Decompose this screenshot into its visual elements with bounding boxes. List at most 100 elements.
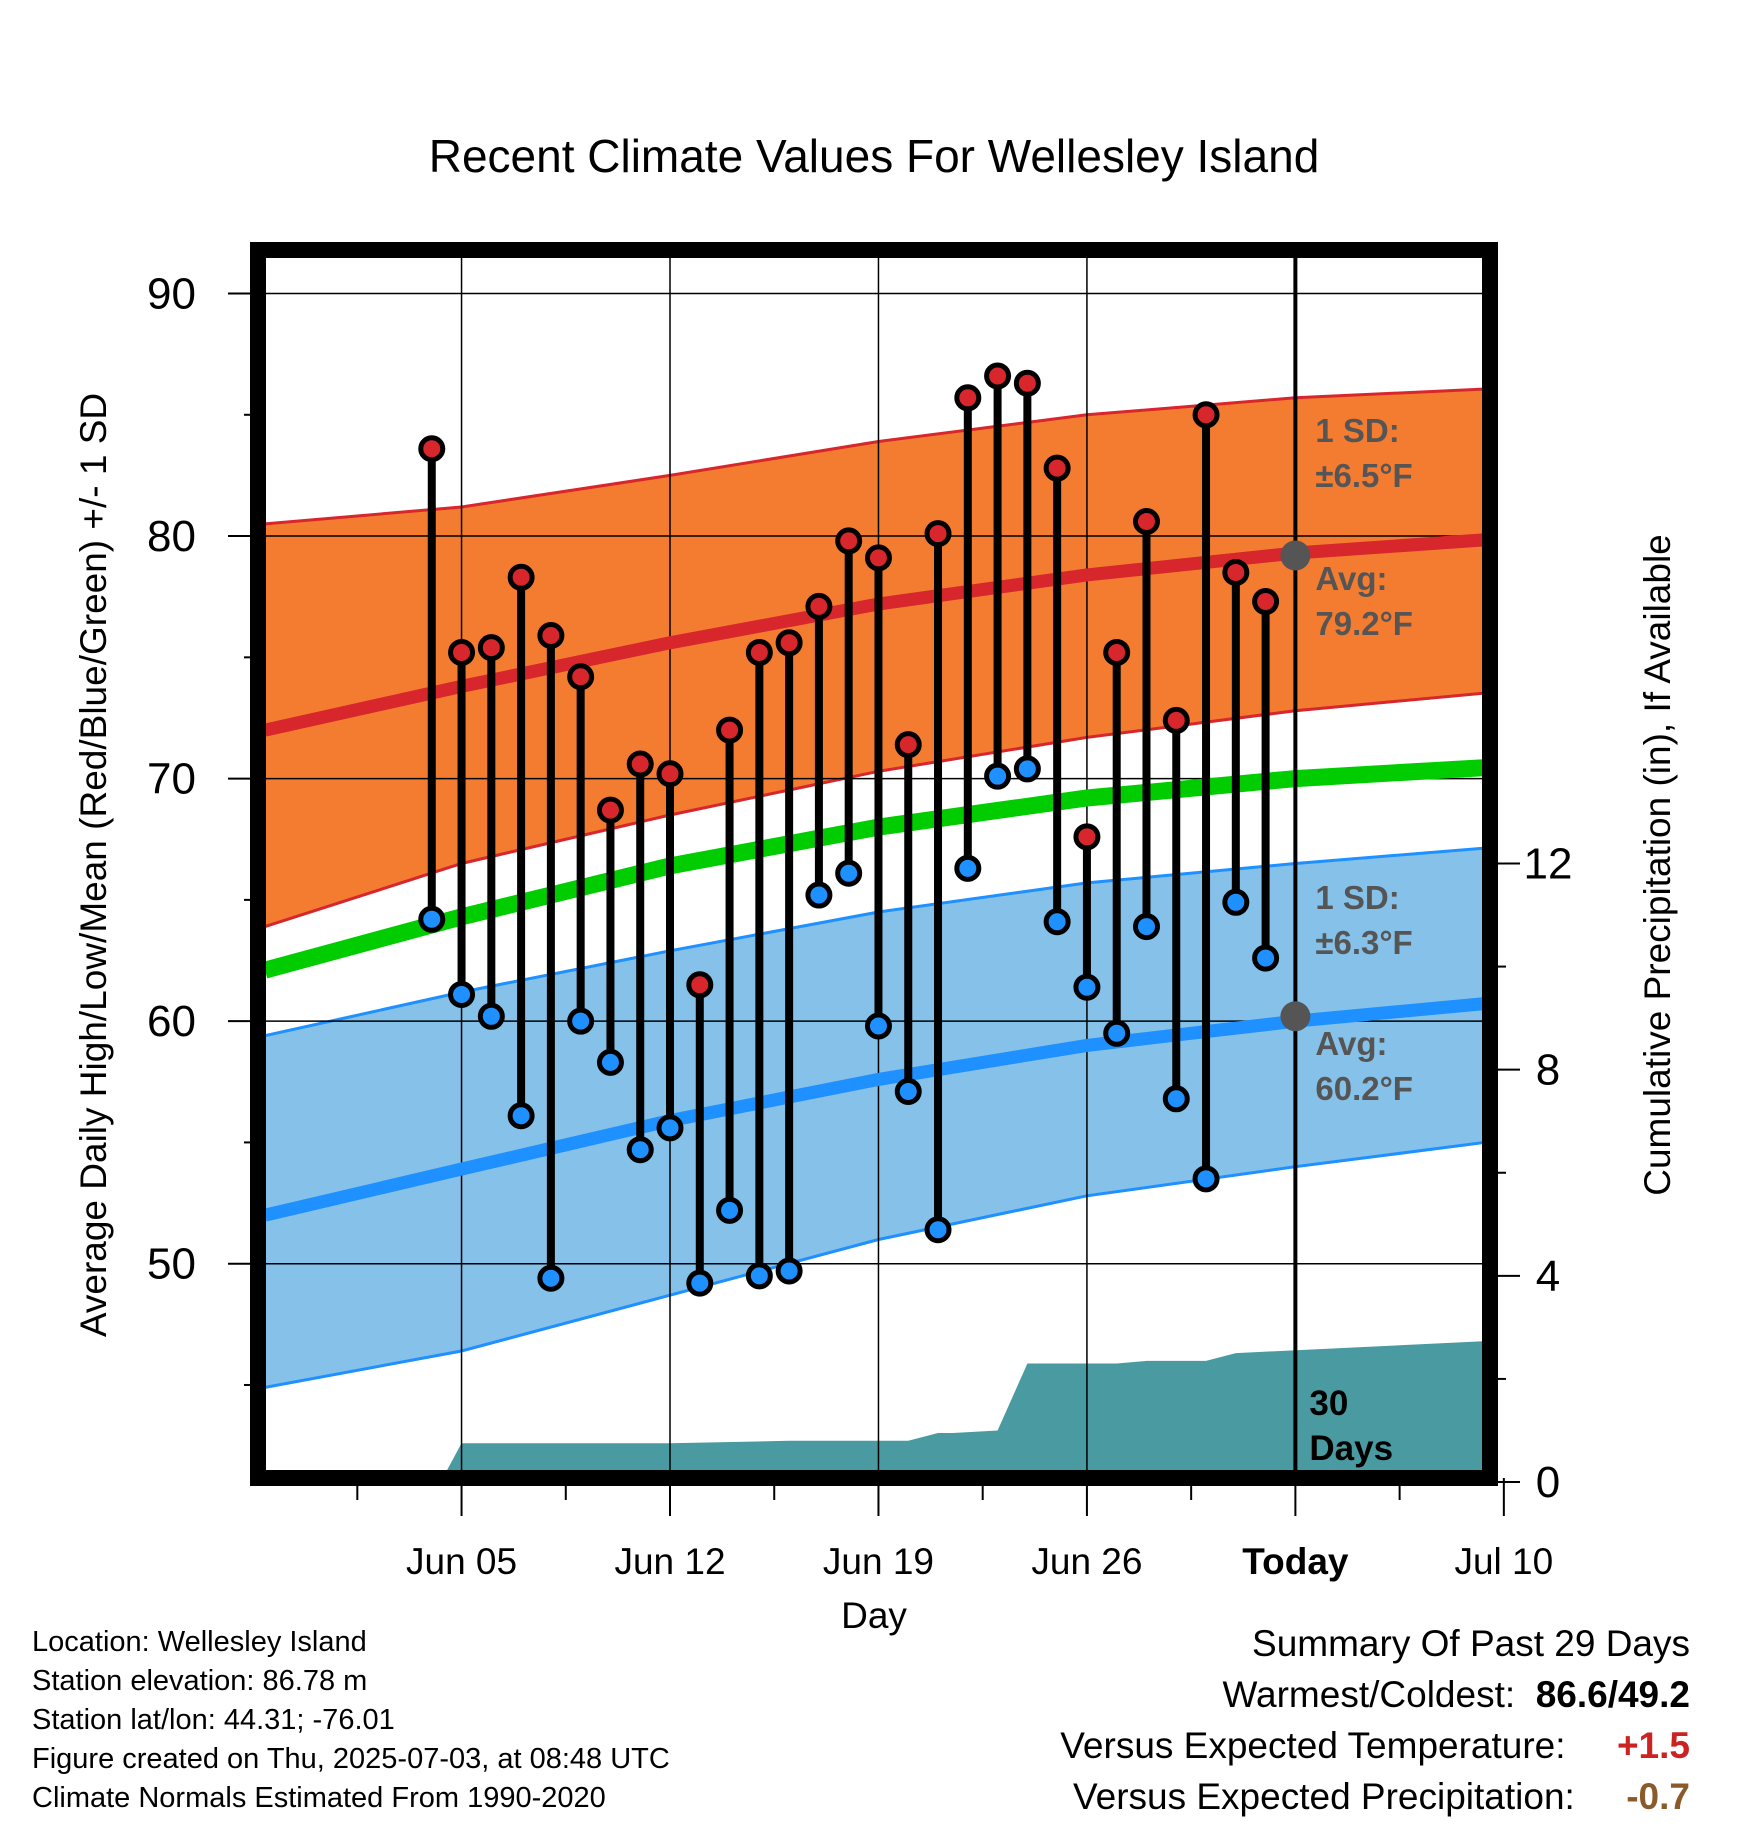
low-avg-marker	[1280, 1001, 1311, 1032]
x-tick-label: Jul 10	[1454, 1541, 1553, 1582]
y-tick-label: 80	[147, 512, 196, 561]
high-point	[626, 750, 654, 778]
x-axis-label: Day	[841, 1595, 907, 1636]
high-point	[1222, 558, 1250, 586]
high-point	[864, 544, 892, 572]
high-point	[1103, 638, 1131, 666]
high-point	[686, 971, 714, 999]
info-latlon: Station lat/lon: 44.31; -76.01	[32, 1704, 395, 1736]
low-point	[626, 1136, 654, 1164]
chart-title: Recent Climate Values For Wellesley Isla…	[429, 130, 1320, 182]
y2-tick-label: 4	[1536, 1252, 1560, 1301]
y2-tick-label: 12	[1524, 840, 1573, 889]
y-tick-label: 60	[147, 997, 196, 1046]
x-tick-label: Jun 26	[1031, 1541, 1142, 1582]
low-point	[686, 1269, 714, 1297]
low-point	[1043, 908, 1071, 936]
low-point	[775, 1257, 803, 1285]
precip-area	[265, 1341, 1483, 1482]
high-sd-band	[265, 389, 1483, 927]
high-point	[567, 663, 595, 691]
low-point	[1192, 1165, 1220, 1193]
high-point	[537, 622, 565, 650]
info-normals: Climate Normals Estimated From 1990-2020	[32, 1782, 606, 1814]
high-avg-value: 79.2°F	[1315, 605, 1413, 642]
summary-temp-label: Versus Expected Temperature:	[1060, 1725, 1566, 1766]
low-point	[805, 881, 833, 909]
x-tick-label: Jun 19	[823, 1541, 934, 1582]
plot-body	[265, 245, 1483, 1482]
summary-title: Summary Of Past 29 Days	[1252, 1623, 1690, 1664]
low-avg-label: Avg:	[1315, 1025, 1387, 1062]
x-tick-label: Today	[1242, 1541, 1349, 1582]
summary-warm-cold: Warmest/Coldest: 86.6/49.2	[1222, 1676, 1690, 1713]
x-tick-label: Jun 12	[614, 1541, 725, 1582]
high-point	[924, 520, 952, 548]
y-tick-label: 70	[147, 755, 196, 804]
high-point	[1073, 823, 1101, 851]
high-point	[1132, 508, 1160, 536]
high-point	[745, 638, 773, 666]
summary-temp: Versus Expected Temperature: +1.5	[1060, 1727, 1690, 1764]
y2-tick-label: 8	[1536, 1046, 1560, 1095]
high-point	[1043, 454, 1071, 482]
info-created: Figure created on Thu, 2025-07-03, at 08…	[32, 1743, 670, 1775]
low-point	[1103, 1019, 1131, 1047]
low-point	[864, 1012, 892, 1040]
y-axis-label: Average Daily High/Low/Mean (Red/Blue/Gr…	[73, 393, 114, 1337]
low-point	[954, 854, 982, 882]
low-avg-value: 60.2°F	[1315, 1070, 1413, 1107]
high-point	[1013, 369, 1041, 397]
low-point	[894, 1077, 922, 1105]
high-avg-label: Avg:	[1315, 560, 1387, 597]
low-point	[596, 1048, 624, 1076]
high-point	[507, 563, 535, 591]
high-point	[596, 796, 624, 824]
low-point	[418, 905, 446, 933]
low-point	[448, 980, 476, 1008]
high-point	[775, 629, 803, 657]
info-elevation: Station elevation: 86.78 m	[32, 1665, 368, 1697]
low-point	[567, 1007, 595, 1035]
summary-precip-label: Versus Expected Precipitation:	[1072, 1776, 1575, 1817]
high-point	[954, 384, 982, 412]
low-point	[716, 1196, 744, 1224]
y-tick-label: 50	[147, 1240, 196, 1289]
low-point	[1252, 944, 1280, 972]
today-days-label: 30	[1309, 1384, 1348, 1423]
low-point	[1013, 755, 1041, 783]
summary-warm-cold-value: 86.6/49.2	[1535, 1674, 1690, 1715]
high-point	[477, 634, 505, 662]
high-point	[1252, 588, 1280, 616]
plot-area: 1 SD: ±6.5°F Avg: 79.2°F 1 SD: ±6.3°F Avg: 60.2…	[147, 242, 1573, 1582]
y-tick-label: 90	[147, 270, 196, 319]
low-point	[656, 1114, 684, 1142]
summary-warm-cold-label: Warmest/Coldest:	[1222, 1674, 1516, 1715]
low-sd-value: ±6.3°F	[1315, 924, 1412, 961]
today-days-label-2: Days	[1309, 1429, 1393, 1468]
summary-precip: Versus Expected Precipitation: -0.7	[1073, 1778, 1690, 1815]
high-point	[894, 731, 922, 759]
high-point	[716, 716, 744, 744]
low-sd-label: 1 SD:	[1315, 879, 1399, 916]
y2-axis-label: Cumulative Precipitation (in), If Availa…	[1637, 534, 1678, 1196]
low-point	[745, 1262, 773, 1290]
low-point	[537, 1264, 565, 1292]
high-point	[418, 435, 446, 463]
high-sd-value: ±6.5°F	[1315, 457, 1412, 494]
low-point	[1162, 1085, 1190, 1113]
x-tick-label: Jun 05	[406, 1541, 517, 1582]
high-point	[835, 527, 863, 555]
high-point	[1192, 401, 1220, 429]
high-sd-label: 1 SD:	[1315, 412, 1399, 449]
low-point	[477, 1002, 505, 1030]
info-location: Location: Wellesley Island	[32, 1626, 367, 1658]
high-point	[448, 638, 476, 666]
summary-temp-value: +1.5	[1616, 1725, 1690, 1766]
low-point	[507, 1102, 535, 1130]
low-point	[1222, 888, 1250, 916]
high-point	[984, 362, 1012, 390]
low-point	[835, 859, 863, 887]
high-avg-marker	[1280, 540, 1311, 571]
